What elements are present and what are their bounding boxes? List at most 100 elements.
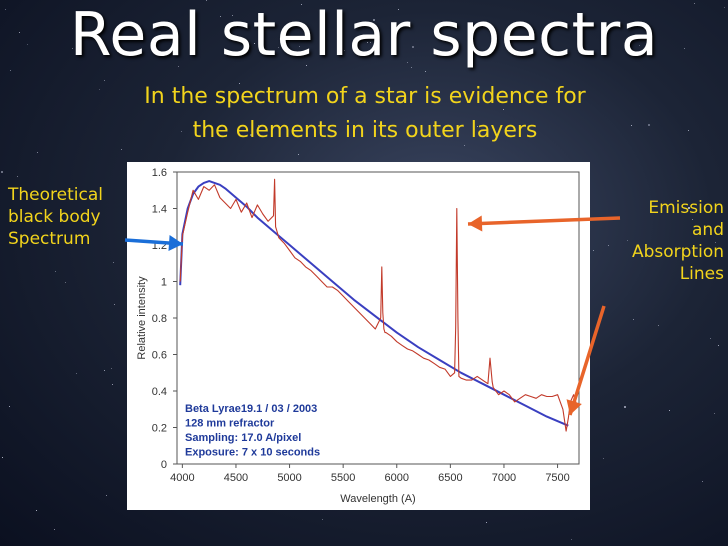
star-dot [27,44,28,45]
star-dot [306,65,307,66]
star-dot [36,510,37,511]
absorption-arrow-shaft [568,305,606,416]
star-dot [370,42,371,43]
star-dot [17,176,18,177]
star-dot [258,125,259,126]
star-dot [1,171,3,173]
x-tick-label: 5000 [277,472,301,484]
star-dot [344,50,345,51]
star-dot [121,149,122,150]
star-dot [486,522,487,523]
y-tick-label: 0.8 [152,313,167,325]
y-axis-label: Relative intensity [136,276,148,360]
y-tick-label: 0.2 [152,423,167,435]
star-dot [412,46,414,48]
star-dot [62,219,63,220]
star-dot [320,48,321,49]
star-dot [425,71,426,72]
star-dot [624,406,626,408]
blackbody-arrow [124,235,184,252]
y-tick-label: 1.6 [152,167,167,179]
star-dot [631,125,632,126]
absorption-arrow-head [566,399,582,415]
star-dot [19,32,20,33]
x-tick-label: 7000 [492,472,516,484]
star-dot [299,46,300,47]
y-tick-label: 1.4 [152,204,167,216]
star-dot [688,130,689,131]
y-tick-label: 0.4 [152,386,167,398]
star-dot [658,325,659,326]
y-tick-label: 0 [161,459,167,471]
star-dot [76,373,77,374]
star-dot [239,83,240,84]
star-dot [2,457,3,458]
star-dot [407,62,408,63]
star-dot [54,529,55,530]
right-label-lines: Emission and Absorption Lines [600,197,724,285]
star-dot [206,0,207,1]
y-tick-label: 1 [161,277,167,289]
star-dot [238,55,239,56]
star-dot [232,15,233,16]
star-dot [104,80,105,81]
info-text-line: Exposure: 7 x 10 seconds [185,447,320,459]
star-dot [65,282,66,283]
star-dot [627,240,628,241]
star-dot [278,47,279,48]
left-label-line-1: Theoretical [8,185,103,205]
x-tick-label: 4000 [170,472,194,484]
star-dot [477,126,478,127]
star-dot [117,51,118,52]
x-axis-label: Wavelength (A) [340,493,415,505]
x-tick-label: 7500 [545,472,569,484]
right-label-line-1: Emission [648,198,724,218]
star-dot [641,256,642,257]
left-label-line-2: black body [8,207,101,227]
star-dot [181,131,182,132]
star-dot [648,124,650,126]
star-dot [111,368,112,369]
star-dot [357,125,358,126]
star-dot [55,271,56,272]
slide-title: Real stellar spectra [69,0,659,70]
star-dot [298,154,299,155]
star-dot [724,7,725,8]
blackbody-arrow-head [168,235,183,252]
right-label-line-4: Lines [679,264,724,284]
star-dot [688,207,690,209]
left-label-line-3: Spectrum [8,229,91,249]
right-label-line-2: and [692,220,724,240]
star-dot [106,495,107,496]
star-dot [5,9,6,10]
star-dot [692,219,693,220]
star-dot [715,242,716,243]
info-text-line: Beta Lyrae19.1 / 03 / 2003 [185,403,317,415]
star-dot [220,16,221,17]
star-dot [10,70,11,71]
absorption-arrow [566,305,606,416]
star-dot [322,519,323,520]
star-dot [37,152,38,153]
info-text-line: Sampling: 17.0 A/pixel [185,432,301,444]
star-dot [99,89,100,90]
star-dot [464,145,465,146]
star-dot [608,245,609,246]
star-dot [603,458,604,459]
star-dot [710,338,711,339]
star-dot [114,304,115,305]
star-dot [633,319,634,320]
star-dot [684,48,685,49]
left-label-theoretical: Theoretical black body Spectrum [8,184,103,250]
star-dot [398,9,399,10]
star-dot [254,43,255,44]
star-dot [503,109,504,110]
emission-arrow-shaft [467,216,621,226]
star-dot [702,481,703,482]
x-tick-label: 5500 [331,472,355,484]
star-dot [457,49,458,50]
subtitle-line-2: the elements in its outer layers [192,118,538,143]
emission-arrow-head [468,215,483,232]
star-dot [301,4,302,5]
right-label-line-3: Absorption [631,242,724,262]
